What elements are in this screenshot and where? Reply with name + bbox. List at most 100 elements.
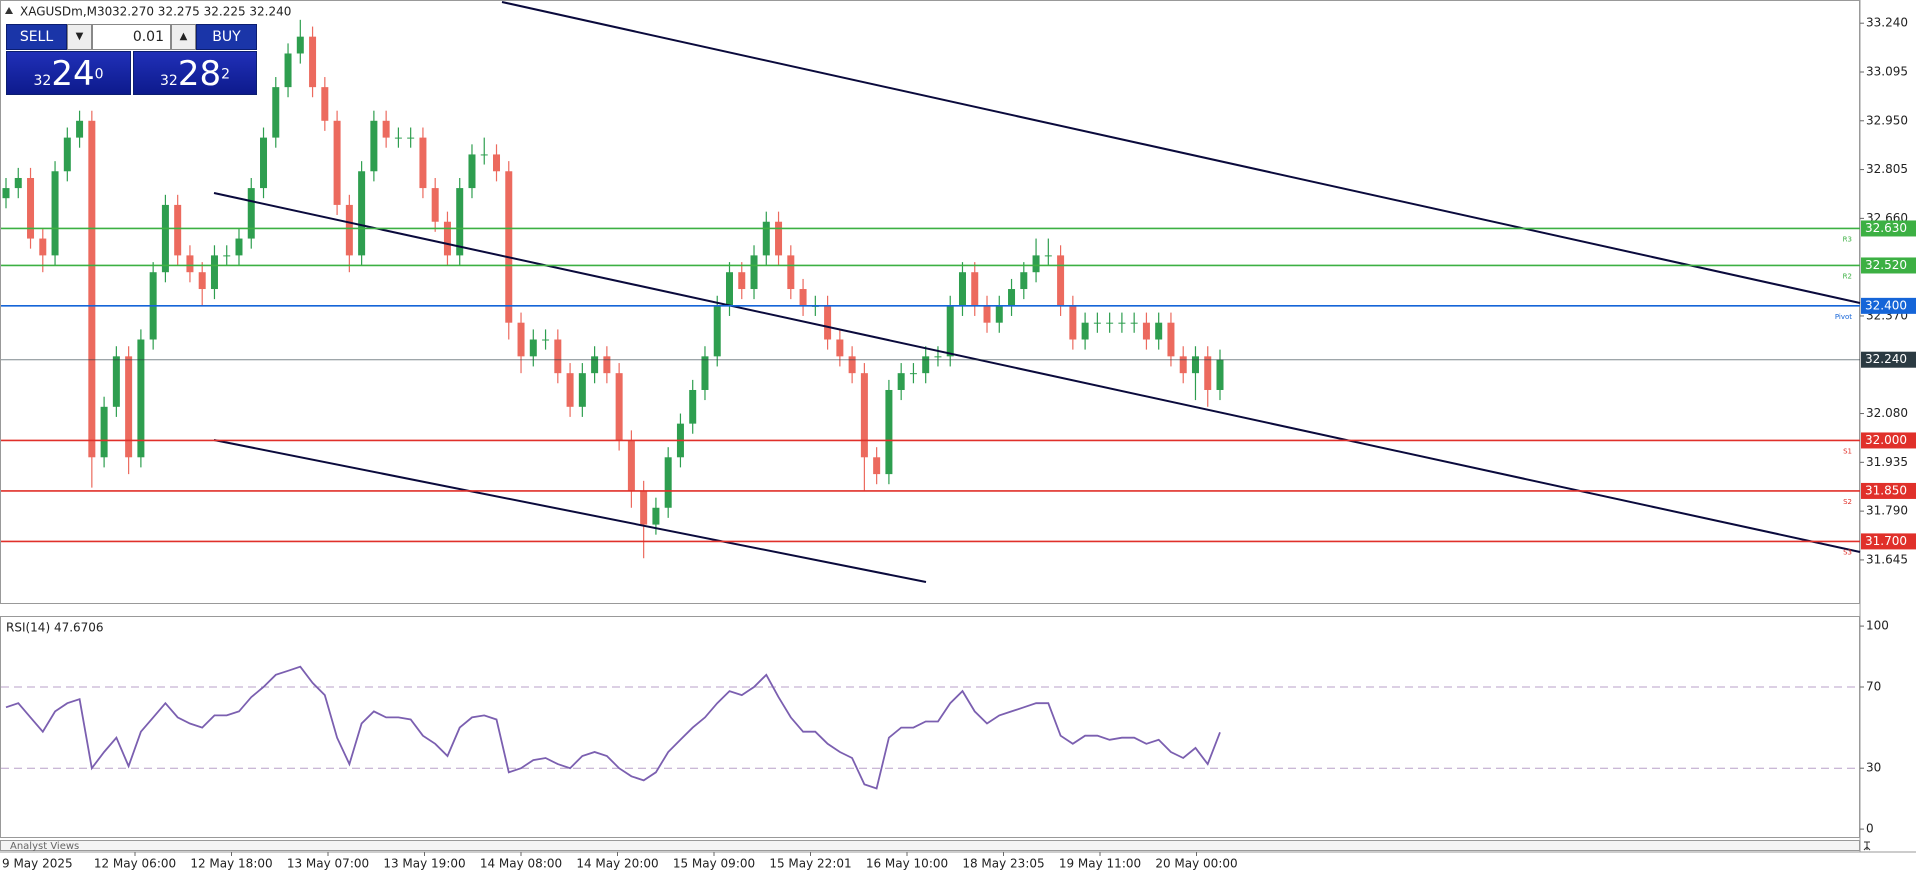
candle-body [701,356,709,390]
candle-body [1032,255,1040,273]
candle-body [198,272,206,290]
candle-body [345,204,353,256]
candle-body [137,339,145,458]
candle-body [897,373,905,390]
candle-body [333,120,341,205]
ask-main: 28 [177,54,222,94]
y-tick-label: 33.095 [1866,64,1908,78]
x-tick-label: 12 May 06:00 [94,857,176,871]
x-tick-label: 14 May 20:00 [576,857,658,871]
candle-body [1204,356,1212,390]
x-tick-label: 13 May 19:00 [383,857,465,871]
candle-body [358,171,366,256]
candle-body [456,188,464,256]
y-tick-label: 31.935 [1866,455,1908,469]
analyst-strip [0,840,1860,851]
bid-small: 0 [94,66,104,83]
bid-main: 24 [51,54,95,94]
candle-body [554,339,562,374]
candle-body [934,356,942,358]
collapse-icon[interactable] [5,7,13,14]
rsi-title: RSI(14) 47.6706 [6,621,104,635]
candle-body [689,389,697,424]
candle-body [946,305,954,357]
bid-box[interactable]: 32240 [6,51,131,95]
x-tick-label: 15 May 22:01 [769,857,851,871]
x-tick-label: 15 May 09:00 [673,857,755,871]
plot [2,19,1224,559]
x-tick-label: 19 May 11:00 [1059,857,1141,871]
trend-line [501,1,1861,304]
buy-button[interactable]: BUY [196,24,257,50]
y-tick-label: 32.080 [1866,406,1908,420]
level-label: 32.520 [1865,258,1907,272]
candle-body [885,389,893,475]
candle-body [578,373,586,407]
candle-body [272,87,280,138]
candle-body [76,120,84,138]
candle-body [762,221,770,256]
candle-body [1118,322,1126,324]
candle-body [284,53,292,88]
candle-body [958,272,966,306]
x-tick-label: 16 May 10:00 [866,857,948,871]
rsi-line [5,665,1221,790]
level-label: 32.630 [1865,221,1907,235]
candle-body [370,120,378,172]
level-box [1861,351,1916,368]
candle-body [39,238,47,256]
candle-body [775,221,783,256]
level-box [1861,257,1916,274]
level-name: R3 [1843,235,1852,243]
y-tick-label: 100 [1866,619,1889,633]
candle-body [1020,272,1028,290]
candle-body [505,171,513,323]
candle-body [1142,322,1150,340]
level-label: 32.400 [1865,298,1907,312]
candle-body [836,339,844,357]
candle-body [971,272,979,306]
candle-body [787,255,795,290]
candle-body [1057,255,1065,306]
volume-up[interactable]: ▲ [171,24,196,50]
level-box [1861,482,1916,499]
candle-body [493,154,501,172]
x-tick-label: 18 May 23:05 [962,857,1044,871]
candle-body [1069,305,1077,340]
candle-body [2,188,10,199]
candle-body [750,255,758,290]
volume-field[interactable]: 0.01 [92,24,171,50]
ask-small: 2 [221,66,230,83]
level-label: 31.700 [1865,534,1907,548]
y-tick-label: 32.805 [1866,162,1908,176]
candle-body [652,507,660,525]
volume-down[interactable]: ▼ [67,24,92,50]
candle-body [725,272,733,306]
ask-box[interactable]: 32282 [133,51,257,95]
y-tick-label: 70 [1866,679,1881,693]
candle-body [1167,322,1175,357]
candle-body [738,272,746,290]
candle-body [983,305,991,323]
candle-body [260,137,268,189]
candle-body [468,154,476,189]
level-name: S2 [1843,498,1852,506]
candle-body [63,137,71,172]
level-box [1861,297,1916,314]
sell-button[interactable]: SELL [6,24,67,50]
y-tick-label: 0 [1866,822,1874,836]
candle-body [860,373,868,458]
candle-body [480,154,488,156]
candle-body [909,373,917,375]
rsi-panel-border [0,616,1860,838]
candle-body [517,322,525,357]
candle-body [640,490,648,525]
analyst-tab[interactable]: Analyst Views [10,841,79,852]
candle-body [51,171,59,256]
candle-body [125,356,133,458]
candle-body [1155,322,1163,340]
y-tick-label: 31.790 [1866,504,1908,518]
y-tick-label: 31.645 [1866,552,1908,566]
candle-body [848,356,856,374]
candle-body [394,137,402,139]
